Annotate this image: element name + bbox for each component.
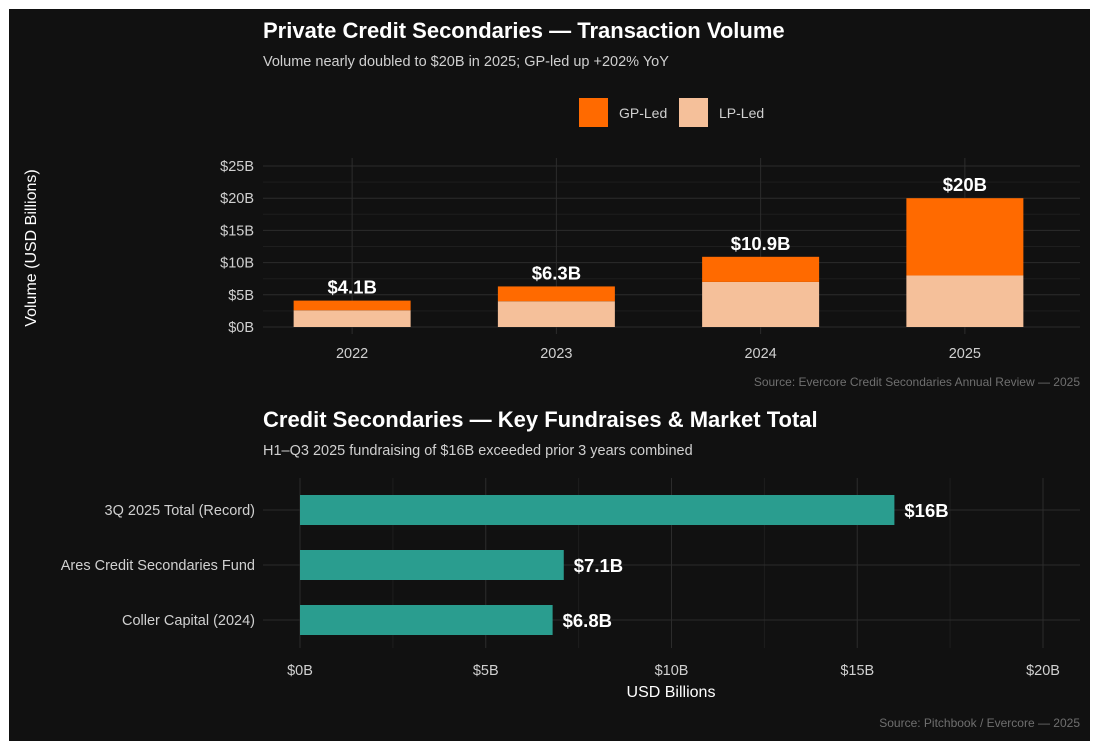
bar-lp-led-2023 <box>497 301 615 327</box>
bar-fundraise <box>300 605 553 635</box>
y-tick-label: $20B <box>220 191 254 207</box>
y-tick-label: $15B <box>220 223 254 239</box>
chart1-subtitle: Volume nearly doubled to $20B in 2025; G… <box>263 54 669 70</box>
y-tick-label: $25B <box>220 159 254 175</box>
chart2-x-axis-title: USD Billions <box>627 684 716 701</box>
chart2-source: Source: Pitchbook / Evercore — 2025 <box>879 716 1080 730</box>
bar-gp-led-2022 <box>293 300 411 311</box>
legend-label-lp-led: LP-Led <box>719 105 764 121</box>
chart1-y-axis-title: Volume (USD Billions) <box>23 169 40 326</box>
data-label: $20B <box>943 174 987 195</box>
x-tick-label: $5B <box>473 663 499 679</box>
bar-lp-led-2022 <box>293 310 411 327</box>
legend-label-gp-led: GP-Led <box>619 105 667 121</box>
bar-lp-led-2025 <box>906 275 1024 327</box>
bar-fundraise <box>300 495 895 525</box>
y-tick-label: 3Q 2025 Total (Record) <box>105 503 255 519</box>
y-tick-label: $10B <box>220 256 254 272</box>
chart1-source: Source: Evercore Credit Secondaries Annu… <box>754 375 1081 389</box>
x-tick-label: $10B <box>655 663 689 679</box>
x-tick-label: 2022 <box>336 346 368 362</box>
x-tick-label: $15B <box>840 663 874 679</box>
data-label: $16B <box>904 500 948 521</box>
x-tick-label: 2024 <box>744 346 776 362</box>
legend-swatch-gp-led <box>579 98 608 127</box>
data-label: $7.1B <box>574 555 623 576</box>
data-label: $4.1B <box>327 277 376 298</box>
x-tick-label: 2025 <box>949 346 981 362</box>
x-tick-label: 2023 <box>540 346 572 362</box>
y-tick-label: Ares Credit Secondaries Fund <box>61 558 255 574</box>
data-label: $10.9B <box>731 233 791 254</box>
legend-swatch-lp-led <box>679 98 708 127</box>
y-tick-label: $5B <box>228 288 254 304</box>
chart2-title: Credit Secondaries — Key Fundraises & Ma… <box>263 407 818 432</box>
chart2-subtitle: H1–Q3 2025 fundraising of $16B exceeded … <box>263 443 693 459</box>
y-tick-label: $0B <box>228 320 254 336</box>
x-tick-label: $20B <box>1026 663 1060 679</box>
legend: GP-Led LP-Led <box>579 98 764 127</box>
chart1-title: Private Credit Secondaries — Transaction… <box>263 18 785 43</box>
bar-fundraise <box>300 550 564 580</box>
bar-lp-led-2024 <box>702 281 820 327</box>
bar-gp-led-2023 <box>497 286 615 302</box>
data-label: $6.8B <box>563 610 612 631</box>
bar-gp-led-2024 <box>702 256 820 282</box>
data-label: $6.3B <box>532 262 581 283</box>
x-tick-label: $0B <box>287 663 313 679</box>
y-tick-label: Coller Capital (2024) <box>122 613 255 629</box>
bar-gp-led-2025 <box>906 198 1024 276</box>
